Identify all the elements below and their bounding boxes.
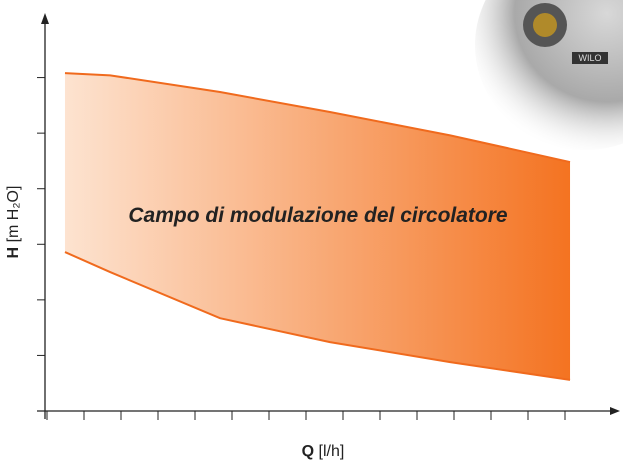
annotation: Campo di modulazione del circolatore (128, 204, 508, 227)
y-label-symbol: H (5, 247, 22, 259)
range-area (64, 73, 571, 380)
range-edge (64, 251, 571, 381)
x-label-symbol: Q (302, 443, 314, 460)
pump-photo: WILO (475, 0, 623, 150)
svg-text:WILO: WILO (578, 53, 601, 63)
y-label-unit: [m H₂O] (5, 186, 22, 243)
range-edge (64, 72, 571, 164)
y-axis-arrow (41, 13, 49, 24)
y-axis-label: H [m H₂O] (5, 186, 22, 259)
x-axis-label: Q [l/h] (302, 443, 345, 460)
x-axis-arrow (610, 407, 620, 415)
x-label-unit: [l/h] (319, 443, 345, 460)
